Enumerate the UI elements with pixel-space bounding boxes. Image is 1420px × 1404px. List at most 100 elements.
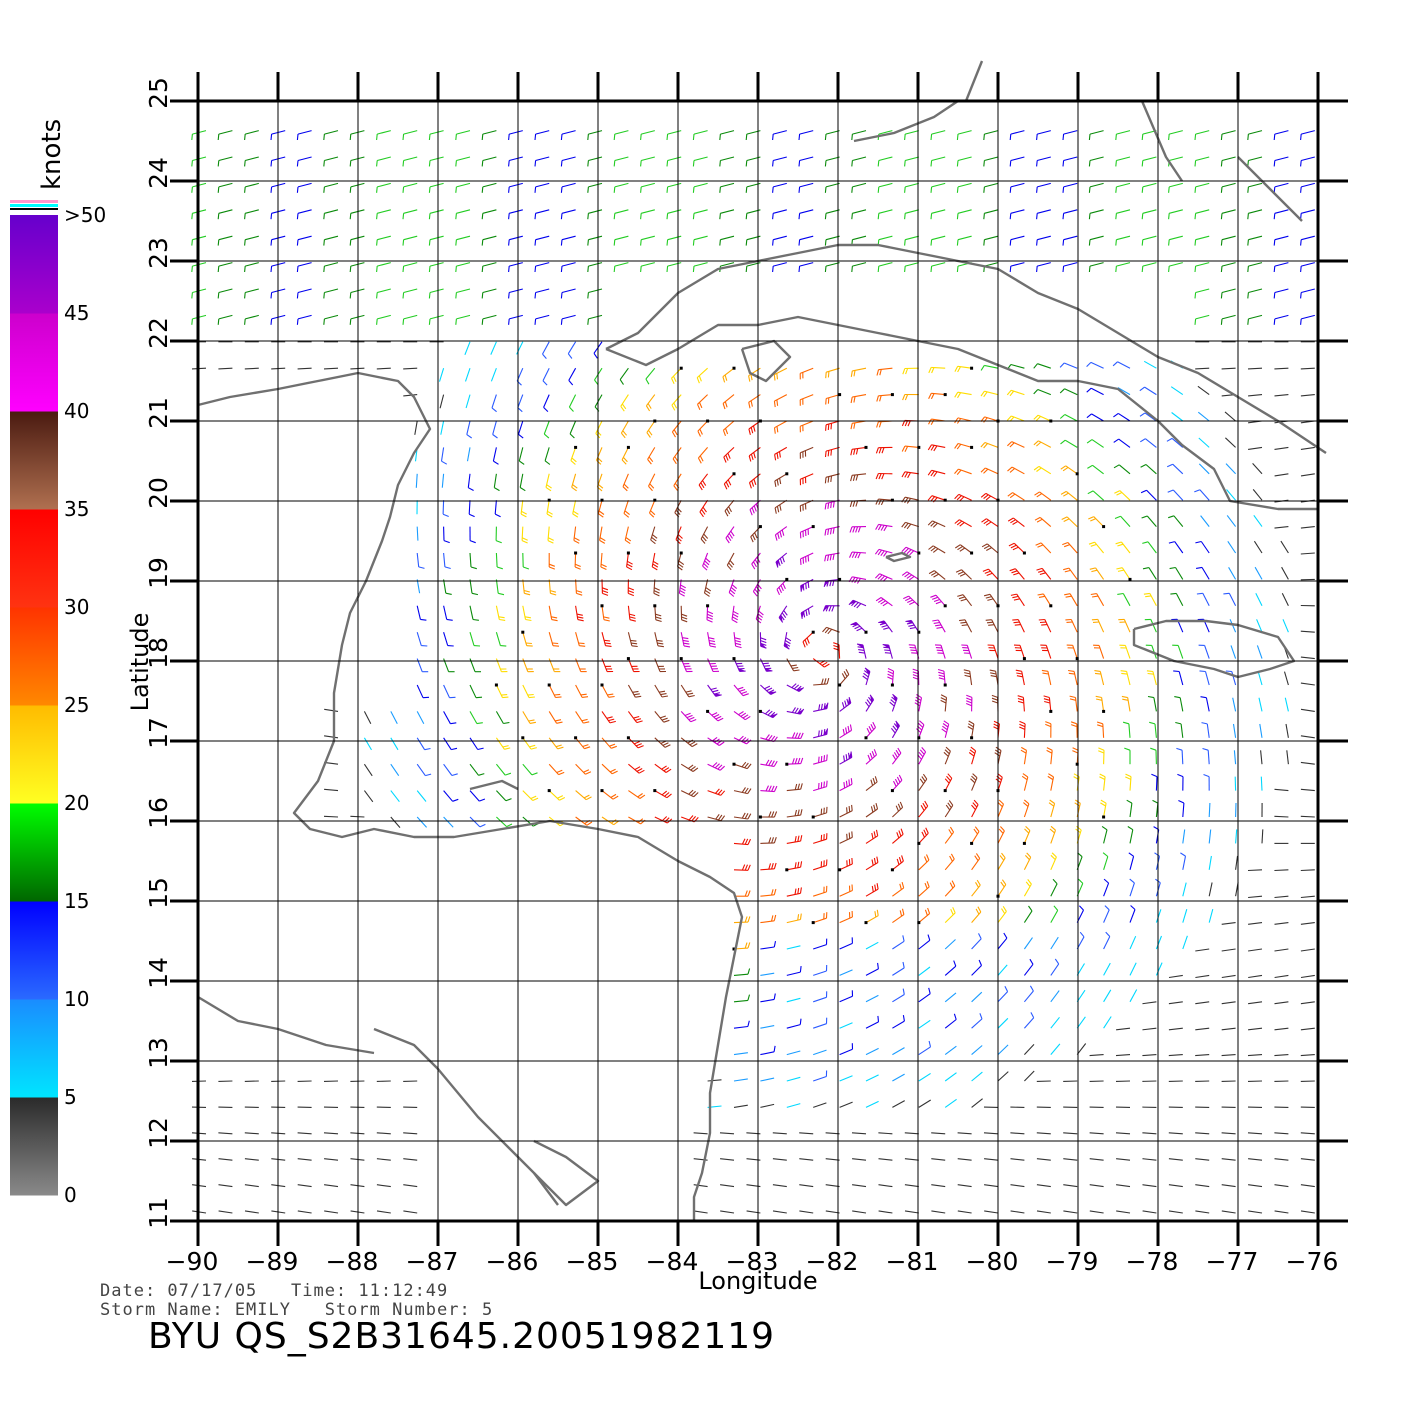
wind-barb — [1093, 645, 1104, 658]
barb-shaft — [813, 1077, 826, 1082]
wind-barb — [1034, 390, 1051, 395]
barb-feather — [509, 134, 510, 140]
barb-feather — [1045, 724, 1051, 726]
barb-feather — [610, 721, 616, 723]
wind-barb — [801, 606, 813, 619]
wind-barb — [879, 1159, 893, 1161]
barb-shaft — [655, 764, 666, 772]
wind-barb — [726, 527, 734, 543]
barb-feather — [955, 520, 960, 524]
barb-feather — [783, 557, 785, 563]
barb-shaft — [800, 474, 813, 479]
barb-feather — [1039, 596, 1045, 597]
wind-barb — [945, 961, 956, 976]
wind-barb — [813, 1018, 827, 1028]
barb-shaft — [813, 839, 826, 843]
barb-feather — [535, 161, 536, 167]
barb-feather — [495, 514, 500, 517]
wind-barb — [673, 447, 681, 463]
wind-barb — [776, 553, 787, 568]
barb-feather — [218, 293, 219, 299]
wind-barb — [733, 657, 746, 671]
barb-feather — [929, 367, 931, 373]
rain-flag — [1023, 842, 1026, 845]
barb-feather — [667, 187, 668, 193]
barb-shaft — [1074, 671, 1077, 685]
wind-barb — [496, 764, 511, 775]
wind-barb — [982, 519, 999, 527]
barb-shaft — [1301, 1211, 1315, 1213]
wind-barb — [1142, 1055, 1156, 1056]
wind-barb — [734, 839, 751, 845]
barb-shaft — [456, 210, 470, 214]
barb-shaft — [984, 1159, 998, 1161]
barb-feather — [878, 213, 879, 219]
barb-feather — [777, 453, 778, 459]
barb-feather — [1034, 364, 1038, 369]
barb-shaft — [523, 632, 527, 646]
barb-feather — [986, 496, 991, 500]
wind-barb — [496, 579, 504, 594]
barb-feather — [1064, 594, 1070, 595]
barb-shaft — [219, 1211, 233, 1213]
barb-feather — [901, 829, 903, 835]
barb-feather — [772, 863, 774, 869]
barb-shaft — [734, 1027, 748, 1029]
wind-barb — [1301, 631, 1315, 632]
barb-shaft — [1196, 210, 1210, 214]
barb-shaft — [1090, 131, 1104, 135]
wind-barb — [1130, 963, 1136, 976]
wind-barb — [760, 973, 774, 975]
barb-feather — [297, 240, 298, 246]
barb-shaft — [615, 131, 629, 135]
wind-barb — [1301, 236, 1315, 245]
wind-barb — [377, 1185, 391, 1187]
barb-shaft — [972, 992, 982, 1002]
barb-feather — [1195, 266, 1196, 272]
barb-feather — [905, 598, 910, 601]
wind-barb — [1034, 466, 1051, 473]
barb-feather — [928, 445, 931, 450]
wind-barb — [759, 710, 777, 718]
barb-shaft — [708, 738, 720, 746]
barb-shaft — [245, 263, 259, 267]
barb-feather — [1248, 240, 1249, 246]
barb-shaft — [324, 816, 338, 817]
wind-barb — [496, 711, 509, 723]
wind-barb — [1261, 777, 1262, 791]
wind-barb — [350, 1133, 364, 1134]
barb-feather — [1126, 774, 1132, 777]
barb-shaft — [641, 183, 655, 187]
barb-shaft — [800, 157, 814, 161]
wind-barb — [416, 474, 417, 488]
barb-feather — [1064, 519, 1069, 522]
wind-barb — [1248, 289, 1262, 298]
wind-barb — [444, 606, 453, 621]
barb-shaft — [1116, 1211, 1130, 1213]
lon-tick-label: −81 — [886, 1247, 939, 1276]
barb-feather — [1021, 750, 1026, 753]
barb-feather — [552, 643, 558, 644]
wind-barb — [1071, 722, 1077, 738]
wind-barb — [813, 965, 827, 975]
legend-unit: knots — [37, 119, 67, 190]
wind-barb — [588, 315, 602, 324]
wind-barb — [1260, 724, 1262, 738]
barb-shaft — [1037, 1211, 1051, 1213]
barb-feather — [450, 723, 456, 724]
barb-feather — [969, 721, 974, 724]
wind-barb — [944, 747, 951, 764]
barb-shaft — [430, 315, 444, 319]
wind-barb — [958, 1159, 972, 1161]
barb-feather — [876, 598, 881, 601]
barb-feather — [655, 614, 661, 616]
barb-shaft — [1183, 856, 1186, 870]
barb-feather — [1100, 803, 1105, 806]
wind-barb — [324, 183, 338, 192]
barb-shaft — [377, 131, 391, 135]
barb-shaft — [1275, 527, 1289, 529]
barb-feather — [218, 161, 219, 167]
barb-feather — [904, 523, 908, 528]
wind-barb — [1153, 800, 1158, 817]
barb-shaft — [219, 1159, 233, 1161]
